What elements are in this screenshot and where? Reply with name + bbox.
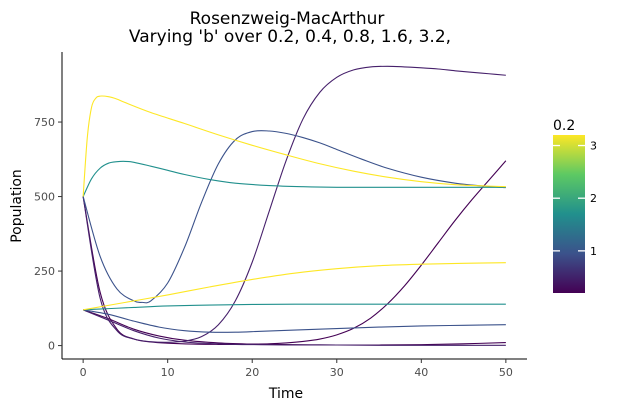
legend-tick-label: 2	[590, 192, 597, 205]
y-axis-title: Population	[9, 169, 25, 243]
series-line-b0.4-prey	[82, 65, 506, 343]
series-line-b3.2-prey	[82, 95, 506, 197]
x-tick-label: 10	[161, 366, 175, 379]
x-tick-label: 20	[245, 366, 259, 379]
legend-tick-label: 1	[590, 245, 597, 258]
series-line-b3.2-predator	[83, 262, 506, 311]
y-axis-ticks: 0 250 500 750	[34, 116, 62, 353]
x-axis-title: Time	[268, 386, 303, 402]
series-line-b0.8-predator	[83, 309, 506, 333]
y-tick-label: 250	[34, 265, 55, 278]
y-tick-label: 500	[34, 191, 55, 204]
x-axis-ticks: 0 10 20 30 40 50	[80, 359, 513, 379]
x-tick-label: 40	[414, 366, 428, 379]
legend-colorbar	[553, 135, 585, 293]
series-line-b1.6-predator	[83, 303, 506, 311]
series-line-b0.2-prey	[82, 160, 507, 345]
chart-subtitle: Varying 'b' over 0.2, 0.4, 0.8, 1.6, 3.2…	[129, 27, 451, 47]
legend-ticks: 1 2 3	[553, 140, 597, 258]
y-tick-label: 750	[34, 116, 55, 129]
series-line-b0.8-prey	[82, 130, 506, 304]
series-line-b1.6-prey	[82, 160, 506, 197]
series-line-b0.2-predator	[82, 309, 506, 346]
y-tick-label: 0	[48, 340, 55, 353]
series-line-b0.4-predator	[82, 309, 506, 346]
x-tick-label: 50	[499, 366, 513, 379]
legend-tick-label: 3	[590, 140, 597, 153]
chart-title: Rosenzweig-MacArthur	[190, 9, 385, 29]
x-tick-label: 30	[330, 366, 344, 379]
x-tick-label: 0	[80, 366, 87, 379]
series-lines	[82, 65, 507, 346]
legend-title: 0.2	[553, 118, 575, 134]
legend: 0.2 1 2 3	[553, 118, 597, 293]
